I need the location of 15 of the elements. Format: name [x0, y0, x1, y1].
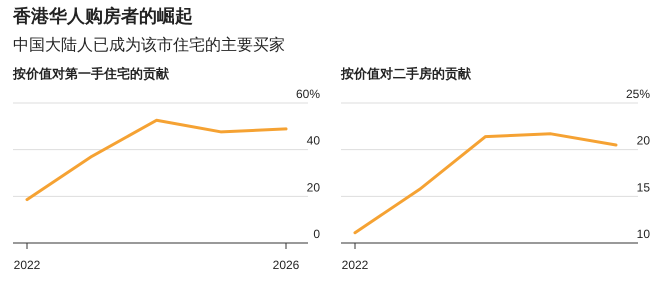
x-tick-label: 2022 [14, 258, 41, 272]
chart-title: 按价值对第一手住宅的贡献 [12, 66, 170, 81]
text: 香港华人购房者的崛起 [12, 6, 193, 26]
y-tick-label: 0 [313, 227, 320, 241]
y-tick-label: 20 [636, 134, 650, 148]
chart-title: 按价值对二手房的贡献 [340, 66, 472, 81]
y-tick-label: 40 [306, 134, 320, 148]
x-tick-label: 2022 [342, 258, 369, 272]
x-tick-label: 2026 [272, 258, 300, 272]
text: 中国大陆人已成为该市住宅的主要买家 [13, 36, 285, 54]
y-tick-label: 20 [306, 180, 320, 194]
y-tick-label: 60% [296, 87, 320, 101]
y-tick-label: 25% [626, 87, 650, 101]
y-tick-label: 15 [636, 180, 650, 194]
y-tick-label: 10 [636, 227, 650, 241]
